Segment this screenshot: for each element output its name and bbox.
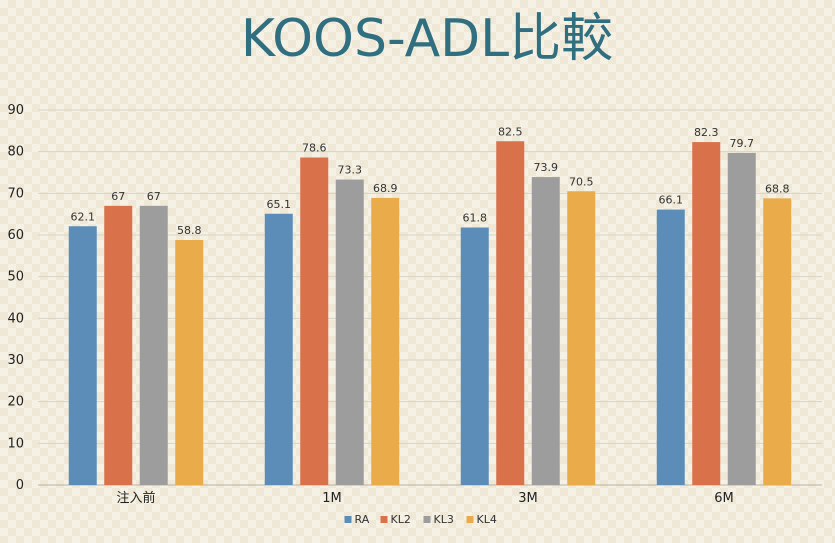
bar-kl4	[371, 197, 400, 485]
data-label: 67	[111, 190, 125, 203]
legend-label: RA	[355, 513, 370, 526]
legend: RA KL2 KL3 KL4	[344, 513, 497, 526]
bar-kl4	[567, 191, 596, 485]
bars	[68, 141, 792, 486]
legend-label: KL2	[391, 513, 411, 526]
data-label: 61.8	[463, 212, 488, 225]
data-label: 73.9	[534, 161, 559, 174]
data-label: 67	[147, 190, 161, 203]
data-labels: 62.1 67 67 58.8 65.1 78.6 73.3 68.9 61.8 82.5 73.9…	[71, 125, 790, 237]
data-label: 68.9	[373, 182, 398, 195]
y-tick-label: 20	[7, 395, 24, 410]
data-label: 66.1	[659, 194, 684, 207]
bar-kl2	[496, 141, 525, 485]
chart-title: KOOS-ADL比較	[241, 9, 613, 69]
legend-swatch-kl2	[380, 516, 388, 523]
bar-ra	[264, 213, 293, 485]
data-label: 78.6	[302, 142, 327, 155]
bar-ra	[656, 209, 685, 486]
y-tick-label: 40	[7, 311, 24, 326]
x-axis-categories: 注入前 1M 3M 6M	[116, 490, 733, 506]
y-tick-label: 70	[7, 186, 24, 201]
data-label: 68.8	[765, 182, 790, 195]
gridlines	[38, 109, 822, 486]
data-label: 82.5	[498, 125, 523, 138]
y-tick-label: 0	[16, 478, 24, 493]
y-tick-label: 80	[7, 145, 24, 160]
bar-kl3	[139, 205, 168, 486]
legend-swatch-kl4	[466, 516, 474, 523]
y-tick-label: 30	[7, 353, 24, 368]
y-tick-label: 10	[7, 436, 24, 451]
legend-swatch-kl3	[423, 516, 431, 523]
y-tick-label: 60	[7, 228, 24, 243]
bar-kl3	[727, 152, 756, 485]
bar-kl3	[531, 177, 560, 486]
x-category-label: 3M	[518, 491, 538, 506]
y-axis-ticks: 0 10 20 30 40 50 60 70 80 90	[7, 103, 24, 493]
legend-swatch-ra	[344, 516, 352, 523]
data-label: 73.3	[338, 164, 363, 177]
data-label: 65.1	[267, 198, 292, 211]
legend-label: KL4	[477, 513, 497, 526]
bar-ra	[460, 227, 489, 485]
legend-label: KL3	[434, 513, 454, 526]
bar-kl4	[763, 198, 792, 486]
data-label: 79.7	[730, 137, 755, 150]
bar-ra	[68, 226, 97, 485]
bar-kl2	[300, 157, 329, 485]
data-label: 70.5	[569, 175, 594, 188]
bar-kl2	[692, 142, 721, 486]
bar-kl4	[175, 240, 204, 485]
data-label: 82.3	[694, 126, 719, 139]
x-category-label: 1M	[322, 491, 342, 506]
y-tick-label: 50	[7, 270, 24, 285]
data-label: 62.1	[71, 210, 96, 223]
bar-kl2	[104, 205, 133, 486]
data-label: 58.8	[177, 224, 202, 237]
x-category-label: 6M	[714, 491, 734, 506]
x-category-label: 注入前	[116, 490, 155, 506]
bar-kl3	[335, 179, 364, 486]
y-tick-label: 90	[7, 103, 24, 118]
